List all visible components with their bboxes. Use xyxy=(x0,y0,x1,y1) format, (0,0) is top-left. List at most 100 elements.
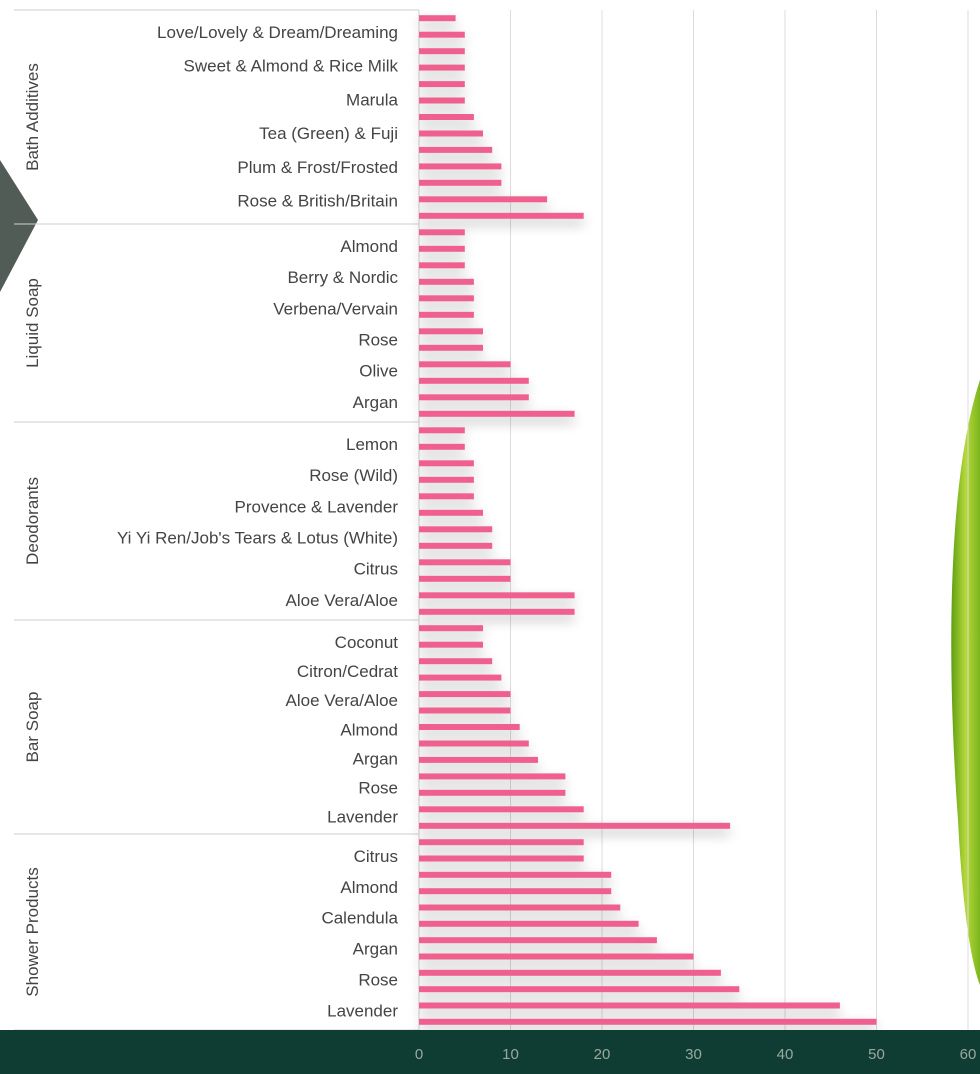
bar xyxy=(419,81,465,88)
x-tick-label: 0 xyxy=(415,1046,423,1063)
bar xyxy=(419,986,740,993)
category-label: Verbena/Vervain xyxy=(273,299,398,318)
category-label: Citrus xyxy=(354,847,398,866)
bar xyxy=(419,212,584,219)
bar xyxy=(419,592,575,599)
bar xyxy=(419,262,465,269)
category-label: Berry & Nordic xyxy=(287,268,398,287)
bar xyxy=(419,278,474,285)
category-label: Citrus xyxy=(354,560,398,579)
bar xyxy=(419,855,584,862)
x-tick-label: 10 xyxy=(502,1046,519,1063)
bar xyxy=(419,691,511,698)
bar xyxy=(419,542,493,549)
bar xyxy=(419,937,657,944)
category-label: Rose xyxy=(358,779,398,798)
bar xyxy=(419,608,575,615)
bar xyxy=(419,953,694,960)
decorative-dark-shape xyxy=(0,160,38,292)
x-tick-label: 40 xyxy=(777,1046,794,1063)
category-label: Lavender xyxy=(327,1001,398,1020)
bar xyxy=(419,871,612,878)
category-label: Almond xyxy=(340,237,398,256)
category-label: Rose & British/Britain xyxy=(237,192,398,211)
bar xyxy=(419,575,511,582)
category-label: Lemon xyxy=(346,435,398,454)
category-label: Citron/Cedrat xyxy=(297,662,398,681)
bar xyxy=(419,674,502,681)
category-label: Marula xyxy=(346,90,399,109)
bar xyxy=(419,839,584,846)
bar xyxy=(419,146,493,153)
x-tick-label: 20 xyxy=(594,1046,611,1063)
category-label: Provence & Lavender xyxy=(235,497,399,516)
bar xyxy=(419,625,483,632)
bar xyxy=(419,822,731,829)
bar xyxy=(419,476,474,483)
bar xyxy=(419,196,548,203)
bar xyxy=(419,756,538,763)
category-label: Almond xyxy=(340,878,398,897)
category-label: Almond xyxy=(340,720,398,739)
bar xyxy=(419,295,474,302)
category-label: Argan xyxy=(353,393,398,412)
group-label: Bath Additives xyxy=(23,63,42,171)
group-label: Bar Soap xyxy=(23,692,42,763)
category-label: Rose xyxy=(358,971,398,990)
category-label: Coconut xyxy=(335,633,399,652)
bar xyxy=(419,509,483,516)
bar xyxy=(419,1002,840,1009)
bar xyxy=(419,740,529,747)
bar xyxy=(419,443,465,450)
bar xyxy=(419,904,621,911)
category-label: Aloe Vera/Aloe xyxy=(286,591,398,610)
bar xyxy=(419,641,483,648)
x-tick-label: 30 xyxy=(685,1046,702,1063)
bar xyxy=(419,361,511,368)
category-label: Tea (Green) & Fuji xyxy=(259,124,398,143)
category-label: Aloe Vera/Aloe xyxy=(286,691,398,710)
category-label: Rose (Wild) xyxy=(309,466,398,485)
bar xyxy=(419,328,483,335)
decorative-green-shape xyxy=(951,380,980,985)
category-label: Lavender xyxy=(327,808,398,827)
category-label: Olive xyxy=(359,362,398,381)
bar xyxy=(419,410,575,417)
bar xyxy=(419,789,566,796)
bar xyxy=(419,658,493,665)
footer-band xyxy=(0,1030,980,1074)
bar xyxy=(419,969,721,976)
bar xyxy=(419,48,465,55)
bar xyxy=(419,179,502,186)
bar xyxy=(419,1018,877,1025)
category-label: Yi Yi Ren/Job's Tears & Lotus (White) xyxy=(117,529,398,548)
bar xyxy=(419,97,465,104)
category-label: Argan xyxy=(353,940,398,959)
bar xyxy=(419,427,465,434)
bar xyxy=(419,31,465,38)
category-label: Rose xyxy=(358,331,398,350)
bar xyxy=(419,888,612,895)
category-label: Calendula xyxy=(321,909,398,928)
bar xyxy=(419,377,529,384)
category-label: Argan xyxy=(353,750,398,769)
category-label: Love/Lovely & Dream/Dreaming xyxy=(157,23,398,42)
bar xyxy=(419,163,502,170)
bar xyxy=(419,130,483,137)
bar xyxy=(419,114,474,120)
bar xyxy=(419,344,483,351)
group-label: Shower Products xyxy=(23,867,42,996)
bar xyxy=(419,245,465,252)
bar xyxy=(419,724,520,730)
category-label: Sweet & Almond & Rice Milk xyxy=(184,57,399,76)
bar xyxy=(419,493,474,500)
bar xyxy=(419,526,493,533)
x-tick-label: 50 xyxy=(868,1046,885,1063)
bar xyxy=(419,229,465,236)
x-tick-label: 60 xyxy=(960,1046,977,1063)
bar xyxy=(419,920,639,927)
bar xyxy=(419,394,529,401)
bar xyxy=(419,773,566,780)
group-label: Liquid Soap xyxy=(23,278,42,368)
